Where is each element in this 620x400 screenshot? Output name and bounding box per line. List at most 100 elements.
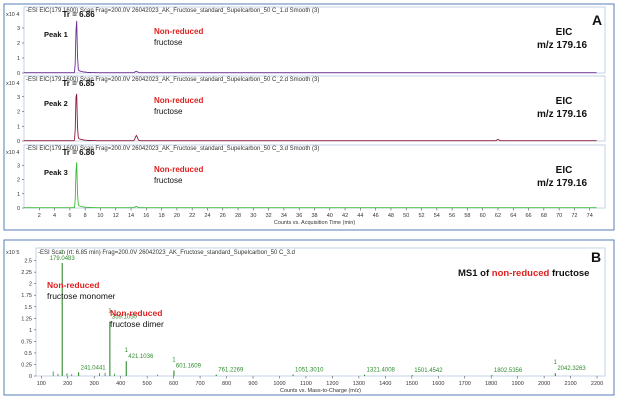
x-tick-label: 900 [248, 381, 257, 387]
peak-label: Peak 3 [44, 168, 68, 177]
chromatograms: -ESI EIC(179.1600) Scan Frag=200.0V 2604… [6, 6, 606, 226]
y-tick-label: 0 [29, 374, 32, 380]
eic-label: EIC [556, 27, 573, 38]
y-tick-label: 1 [17, 192, 20, 198]
peak-mz-label: 1051.3010 [295, 368, 324, 374]
x-tick-label: 52 [418, 213, 424, 219]
x-axis-title: Counts vs. Acquisition Time (min) [274, 220, 355, 226]
x-tick-label: 700 [195, 381, 204, 387]
x-tick-label: 2000 [538, 381, 550, 387]
y-tick-label: 1 [29, 328, 32, 334]
y-tick-label: 2 [17, 178, 20, 184]
eic-trace [24, 20, 597, 74]
x-tick-label: 1700 [459, 381, 471, 387]
mz-label: m/z 179.16 [537, 109, 587, 120]
retention-time-label: Tr = 6.85 [62, 79, 95, 88]
x-tick-label: 2200 [591, 381, 603, 387]
fructose-label: fructose [154, 176, 183, 185]
peak-mz-label: 2042.3263 [557, 366, 586, 372]
y-tick-label: 3 [17, 26, 20, 32]
chromatogram-1: -ESI EIC(179.1600) Scan Frag=200.0V 2604… [6, 6, 606, 77]
x-tick-label: 1400 [379, 381, 391, 387]
x-tick-label: 40 [327, 213, 333, 219]
x-tick-label: 300 [90, 381, 99, 387]
x-tick-label: 46 [373, 213, 379, 219]
x-tick-label: 72 [571, 213, 577, 219]
y-tick-label: 1.5 [24, 305, 32, 311]
y-tick-label: 2.5 [24, 259, 32, 265]
panel-a-frame [3, 3, 615, 231]
retention-time-label: Tr = 6.86 [62, 10, 95, 19]
y-tick-label: 1.25 [21, 316, 32, 322]
x-tick-label: 50 [403, 213, 409, 219]
y-tick-label: 2 [29, 282, 32, 288]
y-exponent: x10 5 [6, 250, 19, 256]
peak-marker: 1 [61, 250, 65, 256]
chromatogram-2: -ESI EIC(179.1600) Scan Frag=200.0V 2604… [6, 75, 606, 145]
chromatogram-header: -ESI EIC(179.1600) Scan Frag=200.0V 2604… [26, 8, 319, 14]
y-tick-label: 1 [17, 56, 20, 62]
title-prefix: MS1 of [458, 268, 492, 279]
y-tick-label: 3 [17, 95, 20, 101]
x-tick-label: 10 [97, 213, 103, 219]
monomer-label: fructose monomer [47, 291, 116, 301]
x-tick-label: 2100 [564, 381, 576, 387]
y-tick-label: 0 [17, 71, 20, 77]
x-tick-label: 100 [37, 381, 46, 387]
mz-label: m/z 179.16 [537, 178, 587, 189]
x-tick-label: 600 [169, 381, 178, 387]
x-tick-label: 62 [495, 213, 501, 219]
y-tick-label: 0 [17, 139, 20, 145]
fructose-label: fructose [154, 107, 183, 116]
x-tick-label: 12 [113, 213, 119, 219]
spectrum-header: -ESI Scan (rt: 6.85 min) Frag=200.0V 260… [38, 250, 295, 256]
x-tick-label: 200 [63, 381, 72, 387]
y-tick-label: 0 [17, 206, 20, 212]
x-tick-label: 64 [510, 213, 516, 219]
x-tick-label: 60 [480, 213, 486, 219]
peak-label: Peak 2 [44, 99, 68, 108]
y-tick-label: 1 [17, 124, 20, 130]
y-tick-label: 0.75 [21, 339, 32, 345]
title-red: non-reduced [492, 268, 550, 279]
x-tick-label: 30 [250, 213, 256, 219]
y-tick-label: 2 [17, 41, 20, 47]
y-tick-label: 0.5 [24, 351, 32, 357]
x-tick-label: 66 [525, 213, 531, 219]
x-tick-label: 48 [388, 213, 394, 219]
peak-mz-label: 601.1609 [176, 363, 202, 369]
x-tick-label: 1000 [273, 381, 285, 387]
chromatogram-header: -ESI EIC(179.1600) Scan Frag=200.0V 2604… [26, 77, 319, 83]
peak-mz-label: 1802.5356 [494, 368, 523, 374]
eic-label: EIC [556, 165, 573, 176]
plot-frame [23, 6, 606, 74]
eic-label: EIC [556, 96, 573, 107]
peak-marker: 1 [554, 360, 558, 366]
x-tick-label: 24 [204, 213, 210, 219]
monomer-non-reduced-label: Non-reduced [47, 280, 99, 290]
x-tick-label: 42 [342, 213, 348, 219]
y-exponent: x10 4 [6, 150, 19, 156]
y-tick-label: 0.25 [21, 362, 32, 368]
y-exponent: x10 4 [6, 81, 19, 87]
peak-marker: 1 [125, 348, 129, 354]
peak-mz-label: 1321.4008 [367, 368, 396, 374]
peak-mz-label: 179.0483 [50, 256, 76, 262]
x-tick-label: 18 [159, 213, 165, 219]
x-tick-label: 44 [357, 213, 363, 219]
panel-b-frame [3, 239, 615, 396]
chromatogram-3: -ESI EIC(179.1600) Scan Frag=200.0V 2604… [6, 144, 606, 226]
y-tick-label: 2 [17, 110, 20, 116]
peak-marker: 1 [108, 309, 112, 315]
dimer-non-reduced-label: Non-reduced [110, 308, 162, 318]
y-tick-label: 2.25 [21, 270, 32, 276]
x-tick-label: 36 [296, 213, 302, 219]
plot-frame [35, 247, 606, 377]
x-tick-label: 56 [449, 213, 455, 219]
mz-label: m/z 179.16 [537, 40, 587, 51]
plot-frame [23, 75, 606, 142]
x-tick-label: 500 [143, 381, 152, 387]
x-tick-label: 16 [143, 213, 149, 219]
x-tick-label: 26 [220, 213, 226, 219]
